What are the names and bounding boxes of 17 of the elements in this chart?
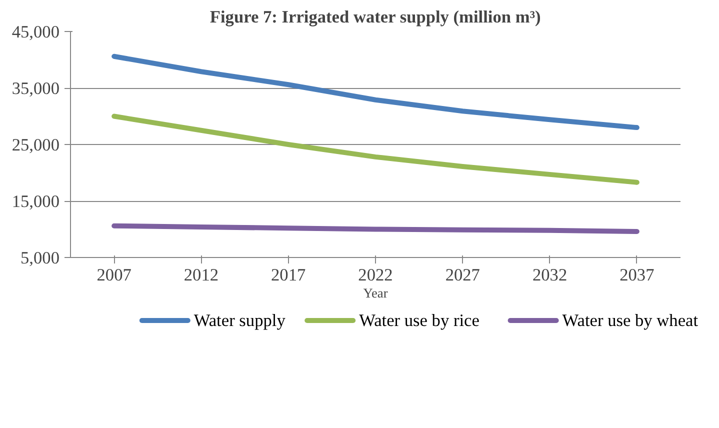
y-tick-label: 15,000	[12, 192, 60, 211]
x-tick-label: 2027	[445, 266, 480, 284]
y-tick-label: 25,000	[12, 136, 60, 154]
x-tick-label: 2007	[96, 266, 132, 284]
legend-label: Water use by rice	[359, 311, 480, 330]
y-tick-label: 5,000	[20, 248, 60, 268]
y-tick-label: 35,000	[12, 79, 60, 98]
x-tick-label: 2032	[532, 266, 568, 284]
chart-title: Figure 7: Irrigated water supply (million m³)	[210, 8, 542, 26]
x-tick-label: 2012	[184, 266, 219, 284]
x-tick-label: 2017	[271, 266, 306, 284]
legend-label: Water use by wheat	[562, 311, 698, 330]
legend-label: Water supply	[194, 311, 286, 330]
x-tick-label: 2037	[620, 266, 655, 284]
x-axis-title: Year	[363, 286, 388, 300]
y-tick-label: 45,000	[12, 22, 60, 42]
x-tick-label: 2022	[358, 266, 393, 284]
